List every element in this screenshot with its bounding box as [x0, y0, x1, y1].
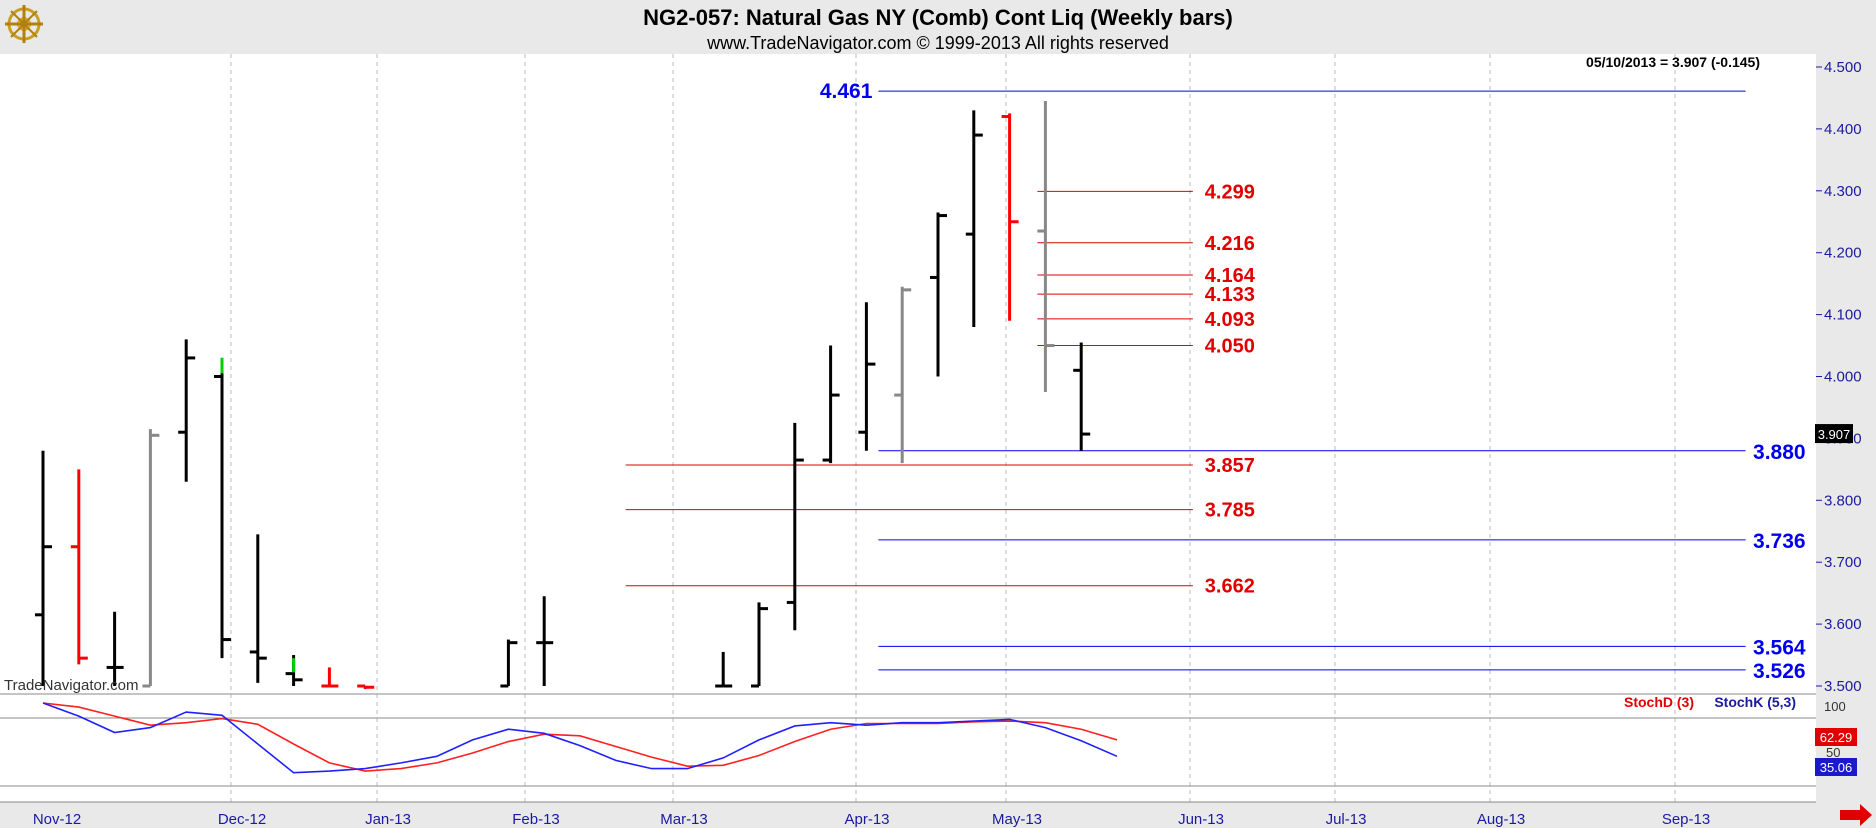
y-tick-label: 4.000: [1824, 369, 1862, 386]
watermark: TradeNavigator.com: [4, 677, 139, 694]
red-level-label: 3.785: [1205, 500, 1255, 522]
last-price-badge: 3.907: [1815, 424, 1853, 444]
x-tick-label: Mar-13: [660, 811, 708, 828]
stoch-d-legend: StochD (3): [1624, 694, 1694, 710]
scroll-right-arrow-icon[interactable]: [1840, 804, 1872, 826]
stoch-tick-50: 50: [1826, 745, 1840, 760]
red-level-label: 3.662: [1205, 576, 1255, 598]
stoch-k-legend: StochK (5,3): [1714, 694, 1796, 710]
blue-level-label: 3.880: [1753, 441, 1806, 464]
price-bars: [35, 101, 1091, 690]
chart-title: NG2-057: Natural Gas NY (Comb) Cont Liq …: [643, 5, 1233, 30]
y-tick-label: 4.100: [1824, 307, 1862, 324]
red-level-label: 4.164: [1205, 265, 1256, 287]
blue-level-label: 4.461: [820, 80, 873, 103]
x-tick-label: Nov-12: [33, 811, 81, 828]
y-tick-label: 3.600: [1824, 616, 1862, 633]
blue-level-label: 3.526: [1753, 660, 1806, 683]
blue-level-label: 3.564: [1753, 636, 1806, 659]
y-tick-label: 3.800: [1824, 492, 1862, 509]
red-level-label: 4.050: [1205, 336, 1255, 358]
stoch-k-badge: 35.06: [1815, 758, 1857, 776]
price-readout: 05/10/2013 = 3.907 (-0.145): [1586, 54, 1760, 70]
chart-subtitle: www.TradeNavigator.com © 1999-2013 All r…: [706, 33, 1169, 53]
y-tick-label: 4.200: [1824, 245, 1862, 262]
stoch-k-line: [42, 702, 1118, 774]
last-price-label: 3.907: [1818, 427, 1851, 442]
stoch-tick-100: 100: [1824, 699, 1846, 714]
time-axis-ticks: Nov-12 Dec-12 Jan-13 Feb-13 Mar-13 Apr-13 May-…: [33, 811, 1710, 828]
y-tick-label: 3.500: [1824, 678, 1862, 695]
x-tick-label: Jun-13: [1178, 811, 1224, 828]
red-level-label: 4.216: [1205, 233, 1255, 255]
x-tick-label: Apr-13: [844, 811, 889, 828]
time-axis-band: [0, 802, 1876, 828]
x-tick-label: Sep-13: [1662, 811, 1710, 828]
x-tick-label: Aug-13: [1477, 811, 1525, 828]
red-level-label: 4.133: [1205, 284, 1255, 306]
stochastic-panel: 100 50: [0, 693, 1846, 803]
red-level-label: 3.857: [1205, 455, 1255, 477]
y-tick-label: 4.400: [1824, 121, 1862, 138]
y-tick-label: 4.300: [1824, 183, 1862, 200]
x-tick-label: Jan-13: [365, 811, 411, 828]
x-tick-label: Jul-13: [1326, 811, 1367, 828]
title-band: [0, 0, 1876, 54]
stoch-d-last: 62.29: [1820, 730, 1853, 745]
y-tick-label: 3.700: [1824, 554, 1862, 571]
stoch-k-last: 35.06: [1820, 760, 1853, 775]
plot-background: [0, 54, 1816, 694]
x-tick-label: Dec-12: [218, 811, 266, 828]
stoch-d-line: [42, 702, 1118, 772]
red-level-label: 4.093: [1205, 309, 1255, 331]
x-tick-label: May-13: [992, 811, 1042, 828]
red-level-label: 4.299: [1205, 181, 1255, 203]
blue-level-label: 3.736: [1753, 530, 1806, 553]
tradenavigator-logo-icon: [5, 5, 43, 43]
y-tick-label: 4.500: [1824, 59, 1862, 76]
stoch-d-badge: 62.29: [1815, 728, 1857, 746]
x-tick-label: Feb-13: [512, 811, 560, 828]
